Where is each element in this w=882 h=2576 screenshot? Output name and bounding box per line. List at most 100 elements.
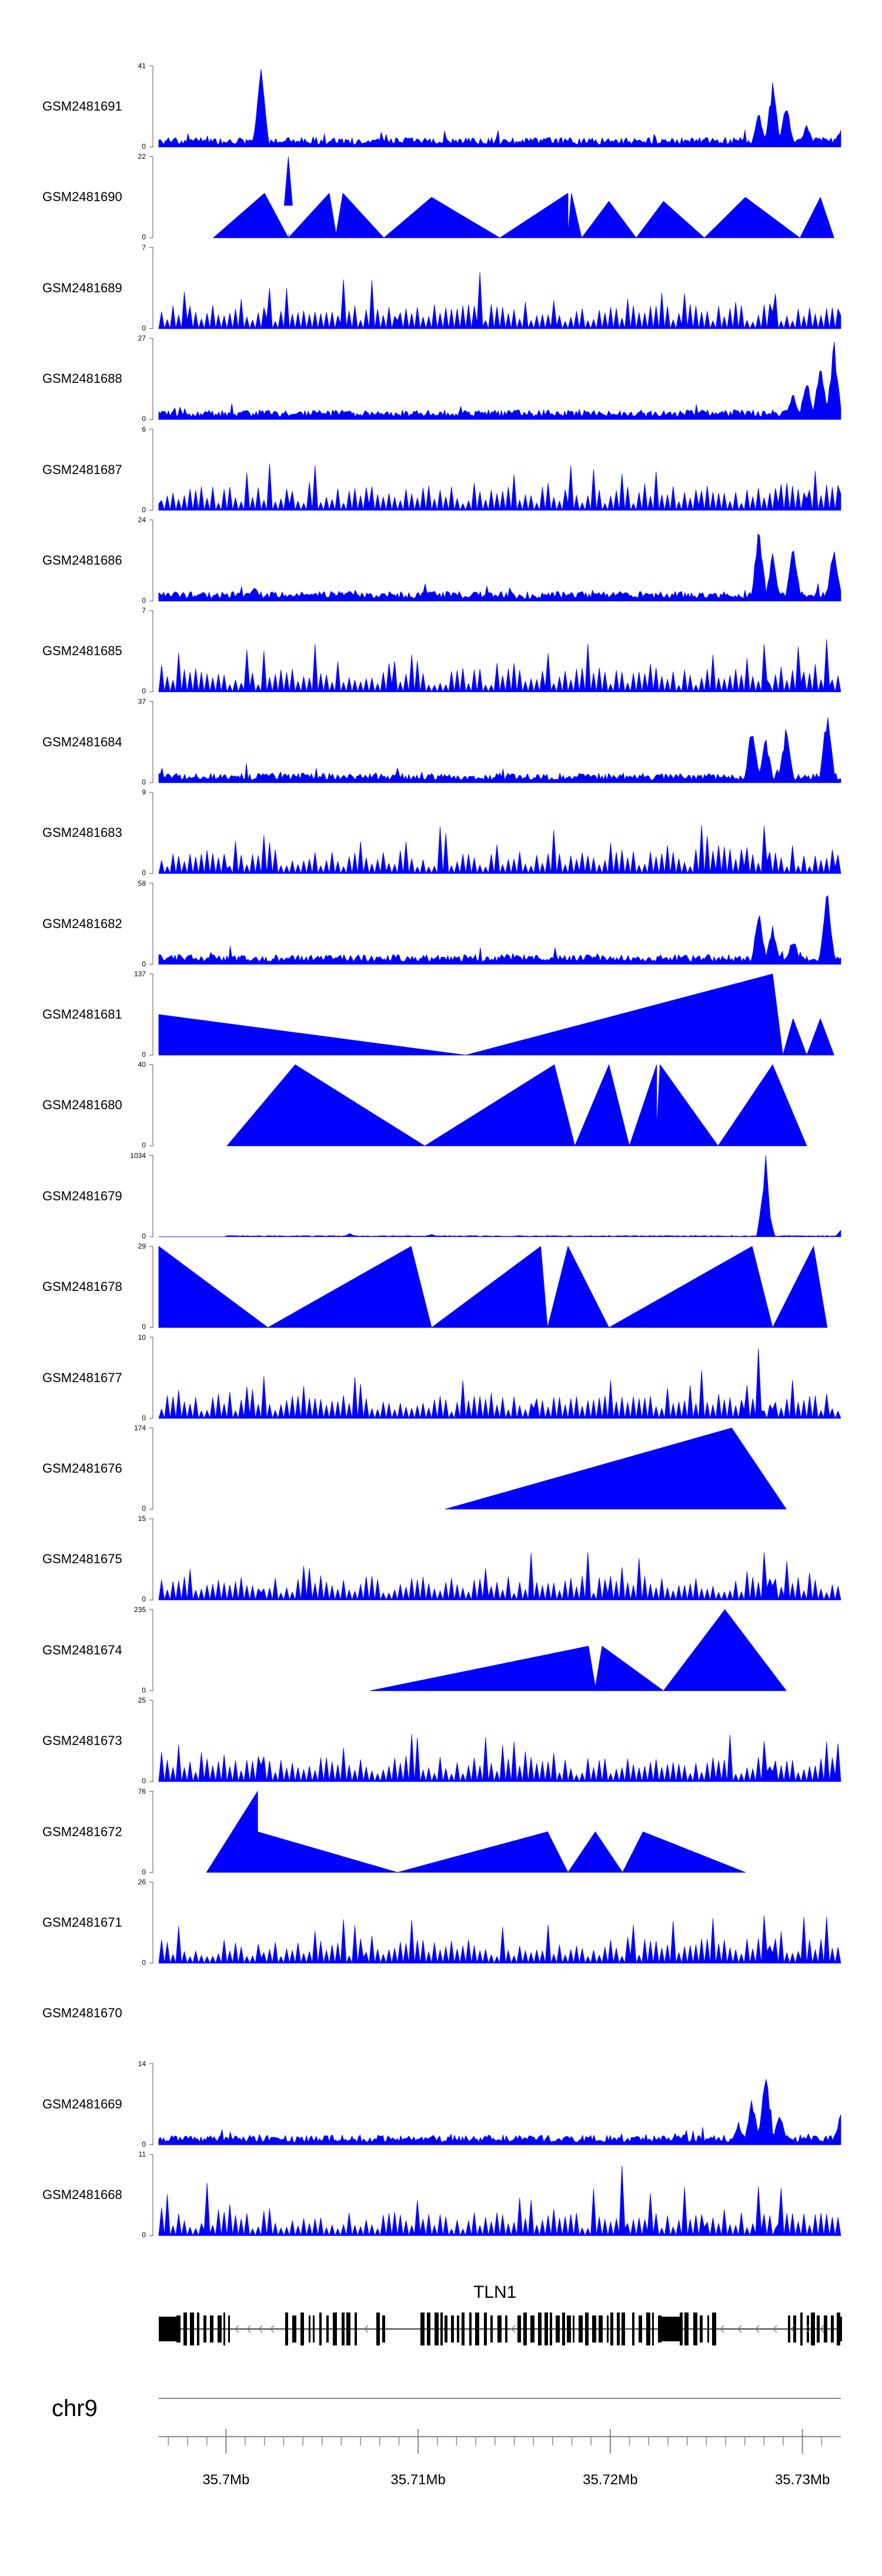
y-max-label: 27 — [138, 334, 146, 343]
track-signal — [158, 1552, 841, 1600]
y-min-label: 0 — [142, 323, 146, 332]
y-max-label: 9 — [142, 788, 146, 797]
track-label: GSM2481690 — [42, 189, 122, 205]
track-label: GSM2481683 — [42, 825, 122, 840]
track-signal — [158, 973, 834, 1056]
y-max-label: 235 — [133, 1605, 146, 1614]
y-min-label: 0 — [142, 1050, 146, 1059]
y-axis — [149, 1700, 153, 1782]
y-axis — [149, 156, 153, 238]
y-axis — [149, 1155, 153, 1237]
track-label: GSM2481678 — [42, 1279, 122, 1294]
y-axis — [149, 1337, 153, 1419]
y-max-label: 76 — [138, 1787, 146, 1796]
track-label: GSM2481682 — [42, 916, 122, 931]
track-label: GSM2481691 — [42, 99, 122, 114]
track-label: GSM2481675 — [42, 1551, 122, 1567]
y-max-label: 58 — [138, 879, 146, 887]
y-axis — [149, 701, 153, 783]
y-max-label: 15 — [138, 1514, 146, 1523]
y-axis — [149, 65, 153, 148]
y-min-label: 0 — [142, 596, 146, 605]
x-tick-label: 35.72Mb — [583, 2472, 638, 2488]
y-max-label: 40 — [138, 1060, 146, 1069]
y-min-label: 0 — [142, 415, 146, 423]
y-min-label: 0 — [142, 142, 146, 151]
track-label: GSM2481680 — [42, 1097, 122, 1113]
strand-arrows — [235, 2325, 824, 2333]
track-signal — [158, 69, 841, 148]
y-axis — [149, 1427, 153, 1510]
track-signal — [158, 895, 841, 965]
track-label: GSM2481671 — [42, 1915, 122, 1930]
track-signal — [213, 156, 834, 238]
y-axis — [149, 1881, 153, 1964]
y-max-label: 37 — [138, 697, 146, 706]
gene-label: TLN1 — [473, 2283, 517, 2302]
y-max-label: 22 — [138, 152, 146, 161]
track-label: GSM2481688 — [42, 371, 122, 386]
track-label: GSM2481689 — [42, 280, 122, 295]
y-max-label: 24 — [138, 516, 146, 524]
y-axis — [149, 792, 153, 874]
y-min-label: 0 — [142, 1777, 146, 1786]
y-axis — [149, 1064, 153, 1146]
track-signal — [158, 533, 841, 602]
y-min-label: 0 — [142, 1504, 146, 1513]
y-axis — [149, 883, 153, 965]
track-label: GSM2481674 — [42, 1642, 122, 1657]
track-signal — [158, 1916, 841, 1964]
track-signal — [158, 342, 841, 420]
track-signal — [158, 2079, 841, 2145]
track-signal — [158, 717, 841, 783]
y-axis — [149, 429, 153, 511]
y-axis — [149, 1609, 153, 1691]
y-max-label: 26 — [138, 1878, 146, 1886]
y-max-label: 6 — [142, 425, 146, 433]
y-axis — [149, 338, 153, 420]
track-label: GSM2481669 — [42, 2096, 122, 2111]
y-min-label: 0 — [142, 1867, 146, 1876]
y-min-label: 0 — [142, 959, 146, 968]
y-max-label: 174 — [133, 1424, 146, 1432]
y-min-label: 0 — [142, 1595, 146, 1604]
y-max-label: 11 — [138, 2150, 146, 2159]
track-label: GSM2481673 — [42, 1733, 122, 1749]
y-max-label: 25 — [138, 1696, 146, 1705]
track-label: GSM2481687 — [42, 462, 122, 477]
track-label: GSM2481685 — [42, 643, 122, 659]
y-min-label: 0 — [142, 2140, 146, 2148]
y-axis — [149, 1518, 153, 1600]
track-signal — [445, 1427, 787, 1510]
y-axis — [149, 2063, 153, 2145]
y-min-label: 0 — [142, 1232, 146, 1240]
track-label: GSM2481676 — [42, 1461, 122, 1476]
y-min-label: 0 — [142, 1413, 146, 1422]
y-min-label: 0 — [142, 1323, 146, 1332]
track-signal — [158, 272, 841, 329]
track-signal — [158, 1246, 828, 1328]
gene-exons — [159, 2313, 842, 2345]
track-signal — [158, 1155, 841, 1237]
track-signal — [158, 825, 841, 874]
y-min-label: 0 — [142, 233, 146, 242]
y-axis — [149, 247, 153, 329]
track-signal — [158, 1348, 841, 1419]
track-signal — [158, 463, 841, 510]
track-signal — [370, 1609, 787, 1691]
y-min-label: 0 — [142, 1958, 146, 1967]
track-signal — [226, 1065, 807, 1146]
y-min-label: 0 — [142, 505, 146, 514]
y-max-label: 7 — [142, 243, 146, 252]
y-min-label: 0 — [142, 778, 146, 786]
y-axis — [149, 1246, 153, 1328]
y-max-label: 1034 — [130, 1151, 146, 1160]
y-max-label: 41 — [138, 62, 146, 70]
x-tick-label: 35.73Mb — [774, 2472, 830, 2488]
track-label: GSM2481677 — [42, 1370, 122, 1385]
x-tick-label: 35.7Mb — [202, 2472, 250, 2488]
y-min-label: 0 — [142, 687, 146, 696]
track-label: GSM2481672 — [42, 1824, 122, 1839]
